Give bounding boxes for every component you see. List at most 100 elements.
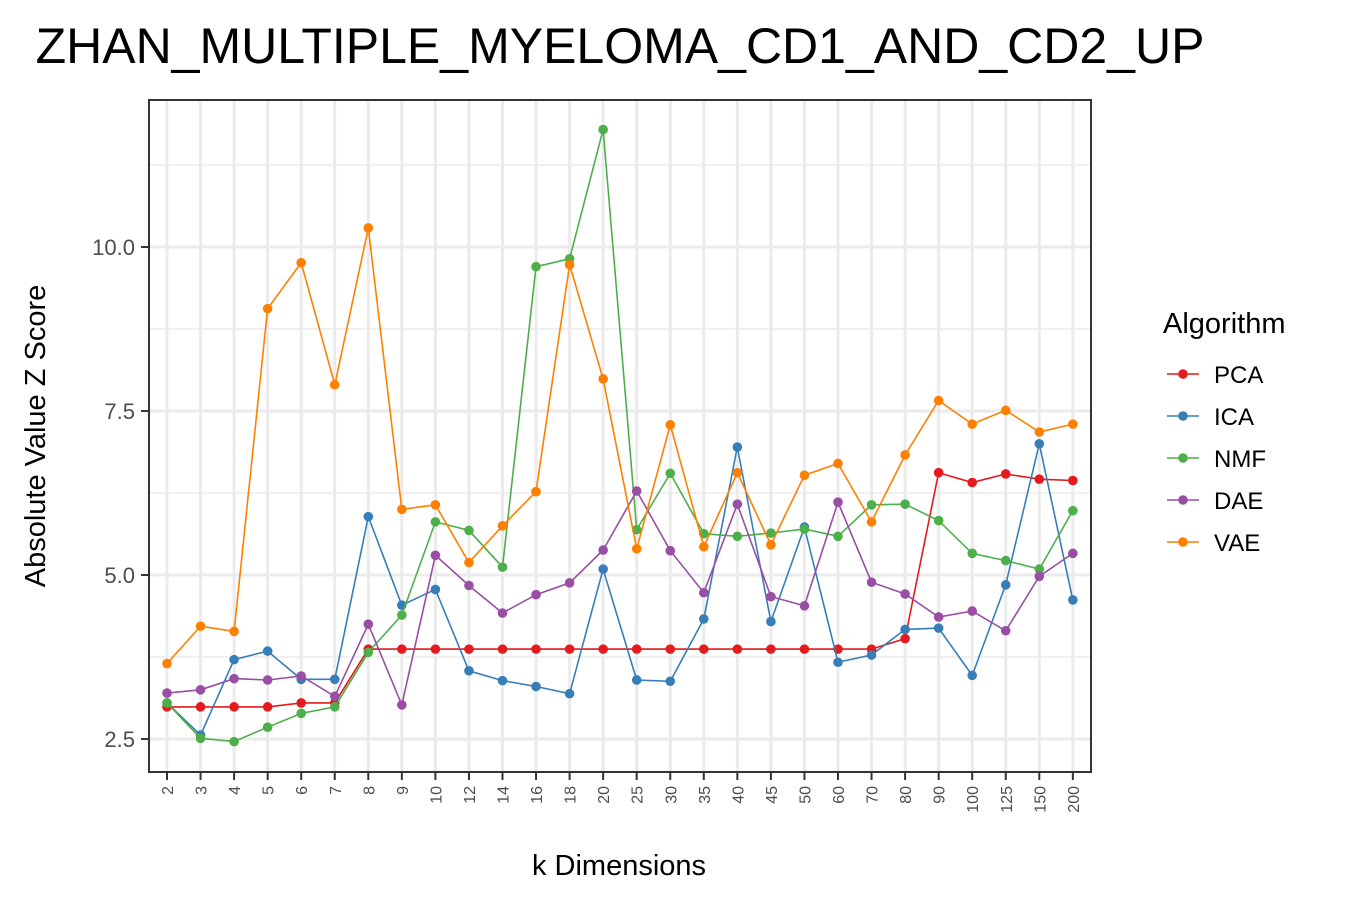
x-tick-label: 14 [496, 786, 513, 804]
data-point-dae [531, 589, 541, 600]
series-ica [162, 439, 1078, 740]
x-tick-label: 5 [261, 786, 278, 795]
x-tick-label: 9 [395, 786, 412, 795]
data-point-pca [296, 698, 307, 708]
data-point-nmf [732, 531, 743, 542]
data-point-dae [195, 685, 206, 695]
data-point-ica [229, 654, 239, 665]
data-point-nmf [631, 524, 642, 535]
y-tick-label: 7.5 [104, 399, 135, 424]
x-tick-label: 60 [831, 786, 848, 804]
data-point-vae [229, 626, 239, 637]
data-point-vae [933, 395, 944, 406]
series-line-nmf [166, 129, 1074, 743]
data-point-ica [464, 665, 474, 676]
data-point-nmf [296, 708, 307, 719]
data-point-vae [799, 470, 810, 481]
x-tick-label: 10 [428, 786, 445, 804]
data-point-pca [933, 467, 944, 478]
data-point-ica [363, 511, 374, 522]
data-point-pca [699, 644, 709, 654]
y-tick-label: 2.5 [104, 727, 135, 752]
data-point-ica [1000, 580, 1011, 590]
data-point-ica [833, 657, 843, 668]
legend-title: Algorithm [1163, 308, 1286, 340]
legend-items: PCA ICA NMF DAE VAE [1167, 362, 1266, 557]
series-line-dae [166, 489, 1074, 708]
data-point-pca [229, 702, 239, 712]
data-point-dae [598, 545, 608, 555]
data-point-dae [833, 497, 843, 507]
x-tick-label: 7 [328, 786, 345, 795]
legend-label: DAE [1214, 488, 1263, 515]
y-tick-label: 10.0 [92, 235, 135, 260]
data-point-pca [900, 633, 910, 644]
legend: Algorithm PCA ICA NMF DAE VAE [1163, 308, 1286, 557]
data-point-nmf [866, 500, 877, 510]
axes: 2.55.07.510.02 3 4 5 6 7 8 9 10 12 14 16 18 20 25 30 35 4… [92, 235, 1083, 813]
x-tick-label: 25 [630, 786, 647, 804]
x-tick-label: 16 [529, 786, 546, 804]
data-point-nmf [430, 517, 441, 527]
data-point-vae [262, 303, 273, 314]
data-point-nmf [967, 548, 977, 559]
data-point-vae [363, 223, 374, 233]
x-tick-label: 50 [797, 786, 814, 804]
x-tick-label: 125 [999, 786, 1016, 813]
data-point-vae [195, 621, 206, 631]
data-point-nmf [397, 610, 407, 620]
data-point-vae [967, 419, 977, 429]
data-point-nmf [262, 722, 273, 732]
x-tick-label: 100 [965, 786, 982, 813]
data-point-nmf [766, 528, 776, 538]
x-tick-label: 90 [932, 786, 949, 804]
data-point-vae [162, 658, 172, 669]
data-point-ica [665, 676, 676, 687]
legend-key-point [1178, 411, 1188, 421]
x-tick-label: 6 [294, 786, 311, 795]
data-point-vae [397, 504, 407, 515]
data-point-pca [262, 702, 273, 712]
data-point-dae [497, 608, 508, 618]
legend-key-point [1178, 537, 1188, 547]
data-point-vae [631, 543, 642, 554]
data-point-pca [1034, 474, 1045, 485]
data-point-vae [464, 557, 474, 568]
data-point-vae [1000, 405, 1011, 416]
data-point-ica [766, 616, 776, 627]
data-point-pca [766, 644, 776, 654]
data-point-ica [631, 675, 642, 685]
data-point-dae [262, 675, 273, 685]
x-tick-label: 8 [361, 786, 378, 795]
data-point-vae [732, 467, 743, 478]
legend-item-vae: VAE [1167, 530, 1260, 557]
series-dae [162, 486, 1078, 710]
x-tick-label: 2 [160, 786, 177, 795]
data-point-nmf [900, 499, 910, 509]
data-point-pca [1000, 469, 1011, 479]
data-point-nmf [598, 124, 608, 135]
series-line-pca [167, 471, 1073, 708]
data-point-ica [1068, 595, 1078, 605]
data-point-dae [464, 580, 474, 591]
data-point-dae [229, 673, 239, 684]
data-point-vae [430, 500, 441, 510]
data-point-dae [162, 688, 172, 698]
data-point-nmf [162, 698, 172, 708]
data-point-pca [967, 477, 977, 488]
data-point-nmf [1034, 564, 1045, 574]
data-point-pca [631, 644, 642, 654]
data-point-pca [598, 644, 608, 654]
data-point-nmf [229, 736, 239, 747]
data-point-nmf [799, 524, 810, 534]
chart-title: ZHAN_MULTIPLE_MYELOMA_CD1_AND_CD2_UP [36, 18, 1205, 74]
data-point-vae [699, 541, 709, 552]
data-point-vae [531, 486, 541, 497]
data-point-nmf [363, 647, 374, 658]
data-point-vae [598, 374, 608, 384]
data-point-dae [564, 578, 575, 588]
data-point-nmf [531, 261, 541, 272]
data-point-ica [866, 650, 877, 660]
data-point-vae [296, 257, 307, 268]
